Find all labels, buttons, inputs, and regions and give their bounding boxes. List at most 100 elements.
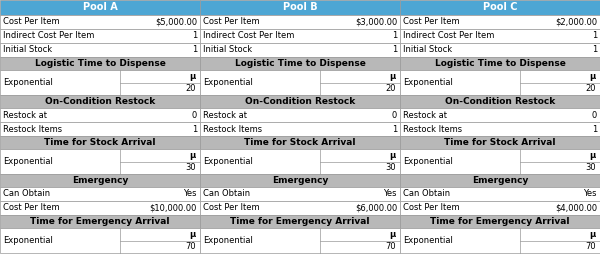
Text: 70: 70 <box>185 242 196 251</box>
Bar <box>0 149 200 174</box>
Bar <box>200 57 400 70</box>
Text: Initial Stock: Initial Stock <box>403 45 452 54</box>
Bar <box>200 174 400 187</box>
Text: $2,000.00: $2,000.00 <box>555 17 597 26</box>
Text: Cost Per Item: Cost Per Item <box>403 17 460 26</box>
Text: Can Obtain: Can Obtain <box>403 190 450 199</box>
Bar <box>200 43 400 57</box>
Bar <box>200 29 400 43</box>
Text: $3,000.00: $3,000.00 <box>355 17 397 26</box>
Bar <box>400 228 600 253</box>
Text: μ: μ <box>590 151 596 160</box>
Text: μ: μ <box>190 151 196 160</box>
Text: Can Obtain: Can Obtain <box>3 190 50 199</box>
Bar <box>400 95 600 108</box>
Text: Logistic Time to Dispense: Logistic Time to Dispense <box>434 59 565 68</box>
Bar <box>0 29 200 43</box>
Text: Exponential: Exponential <box>3 236 53 245</box>
Text: μ: μ <box>590 230 596 239</box>
Text: Time for Stock Arrival: Time for Stock Arrival <box>444 138 556 147</box>
Bar <box>400 70 600 95</box>
Bar <box>200 108 400 122</box>
Text: Yes: Yes <box>184 190 197 199</box>
Bar <box>400 149 600 174</box>
Text: Exponential: Exponential <box>403 157 453 166</box>
Bar <box>400 122 600 136</box>
Bar <box>200 15 400 29</box>
Text: Yes: Yes <box>583 190 597 199</box>
Text: Initial Stock: Initial Stock <box>3 45 52 54</box>
Text: Indirect Cost Per Item: Indirect Cost Per Item <box>3 32 94 41</box>
Text: Restock Items: Restock Items <box>203 125 262 134</box>
Bar <box>200 215 400 228</box>
Text: Initial Stock: Initial Stock <box>203 45 252 54</box>
Bar <box>200 0 400 15</box>
Bar <box>400 174 600 187</box>
Bar <box>400 215 600 228</box>
Bar <box>0 0 200 15</box>
Text: Emergency: Emergency <box>272 176 328 185</box>
Text: Indirect Cost Per Item: Indirect Cost Per Item <box>203 32 295 41</box>
Text: Cost Per Item: Cost Per Item <box>203 17 260 26</box>
Text: Cost Per Item: Cost Per Item <box>403 203 460 212</box>
Text: $5,000.00: $5,000.00 <box>155 17 197 26</box>
Bar <box>200 149 400 174</box>
Text: Cost Per Item: Cost Per Item <box>203 203 260 212</box>
Bar <box>0 108 200 122</box>
Text: Time for Emergency Arrival: Time for Emergency Arrival <box>430 217 570 226</box>
Bar <box>400 29 600 43</box>
Text: Yes: Yes <box>383 190 397 199</box>
Text: Exponential: Exponential <box>203 236 253 245</box>
Text: 1: 1 <box>592 45 597 54</box>
Text: Cost Per Item: Cost Per Item <box>3 17 59 26</box>
Text: On-Condition Restock: On-Condition Restock <box>245 97 355 106</box>
Bar <box>0 70 200 95</box>
Text: 70: 70 <box>586 242 596 251</box>
Bar <box>0 43 200 57</box>
Bar <box>400 136 600 149</box>
Text: Time for Stock Arrival: Time for Stock Arrival <box>44 138 156 147</box>
Text: Pool C: Pool C <box>483 2 517 13</box>
Text: μ: μ <box>590 72 596 81</box>
Bar <box>400 187 600 201</box>
Text: 0: 0 <box>392 110 397 119</box>
Bar <box>200 228 400 253</box>
Bar <box>200 201 400 215</box>
Bar <box>200 187 400 201</box>
Text: Indirect Cost Per Item: Indirect Cost Per Item <box>403 32 494 41</box>
Bar <box>0 95 200 108</box>
Text: On-Condition Restock: On-Condition Restock <box>445 97 555 106</box>
Text: Restock at: Restock at <box>3 110 47 119</box>
Text: Exponential: Exponential <box>3 78 53 87</box>
Bar <box>0 187 200 201</box>
Text: 30: 30 <box>385 163 396 172</box>
Bar <box>400 57 600 70</box>
Bar <box>400 0 600 15</box>
Text: 1: 1 <box>592 32 597 41</box>
Text: μ: μ <box>390 72 396 81</box>
Text: Exponential: Exponential <box>403 78 453 87</box>
Text: Emergency: Emergency <box>72 176 128 185</box>
Bar <box>0 136 200 149</box>
Bar <box>0 201 200 215</box>
Bar <box>200 136 400 149</box>
Text: 1: 1 <box>192 125 197 134</box>
Text: 30: 30 <box>586 163 596 172</box>
Text: Time for Stock Arrival: Time for Stock Arrival <box>244 138 356 147</box>
Bar <box>400 43 600 57</box>
Text: Restock Items: Restock Items <box>403 125 462 134</box>
Bar <box>200 95 400 108</box>
Text: $10,000.00: $10,000.00 <box>149 203 197 212</box>
Text: 1: 1 <box>392 125 397 134</box>
Bar <box>400 201 600 215</box>
Text: Pool B: Pool B <box>283 2 317 13</box>
Text: On-Condition Restock: On-Condition Restock <box>45 97 155 106</box>
Text: Exponential: Exponential <box>3 157 53 166</box>
Text: Logistic Time to Dispense: Logistic Time to Dispense <box>35 59 166 68</box>
Text: 1: 1 <box>192 45 197 54</box>
Bar <box>0 57 200 70</box>
Bar <box>200 122 400 136</box>
Text: Restock Items: Restock Items <box>3 125 62 134</box>
Bar <box>0 174 200 187</box>
Text: μ: μ <box>390 151 396 160</box>
